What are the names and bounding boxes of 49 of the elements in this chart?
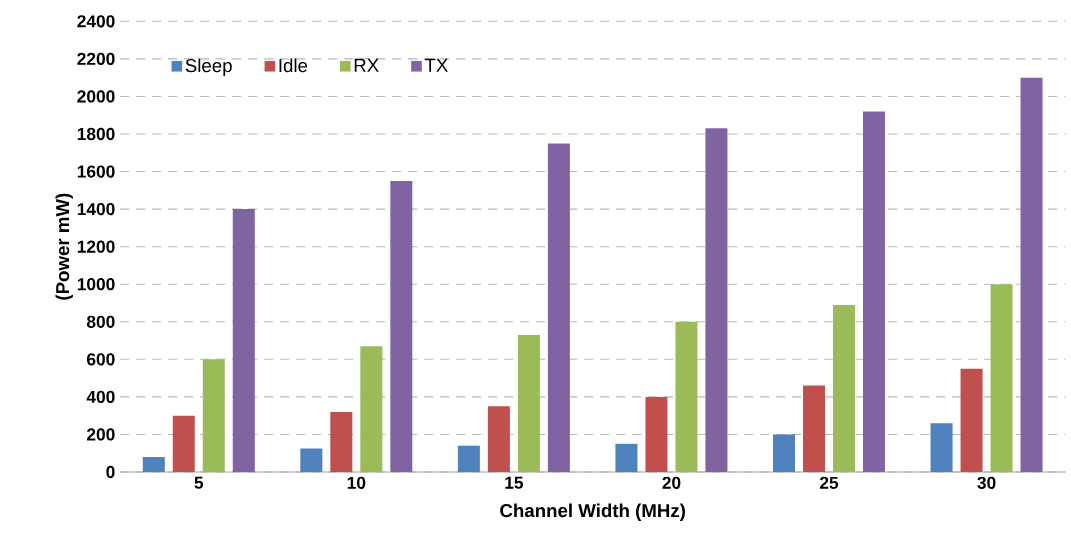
x-tick-label: 15 — [505, 476, 524, 489]
bar — [202, 359, 225, 472]
x-tick-label: 25 — [819, 476, 839, 489]
bar — [487, 406, 510, 472]
y-tick-label: 1800 — [77, 127, 115, 141]
bar — [517, 334, 540, 472]
bar — [360, 346, 383, 472]
y-tick-label: 1400 — [77, 202, 115, 216]
x-axis-title: Channel Width (MHz) — [500, 503, 685, 521]
y-tick-label: 2200 — [77, 52, 115, 66]
bar — [547, 143, 570, 472]
legend-label: RX — [354, 58, 379, 72]
bar — [863, 111, 885, 472]
bar — [803, 385, 825, 472]
bar — [615, 443, 638, 472]
y-tick-label: 0 — [106, 465, 115, 479]
y-axis-title: (Power mW) — [55, 193, 73, 300]
bar — [390, 180, 413, 472]
y-tick-label: 1200 — [77, 240, 115, 253]
bar — [990, 284, 1013, 472]
bar — [930, 423, 953, 472]
bar — [330, 411, 353, 472]
x-tick-label: 30 — [977, 476, 996, 489]
y-tick-label: 800 — [86, 315, 115, 328]
bar — [675, 321, 698, 472]
y-tick-label: 600 — [87, 353, 115, 366]
x-tick-label: 10 — [347, 476, 366, 489]
y-tick-label: 1600 — [77, 165, 115, 178]
bar — [172, 415, 195, 472]
y-tick-label: 1000 — [77, 278, 115, 291]
y-tick-label: 2000 — [77, 90, 115, 103]
y-tick-label: 200 — [86, 428, 115, 441]
bar — [457, 445, 480, 472]
bar — [1020, 77, 1043, 472]
bar — [833, 304, 855, 472]
legend-label: Sleep — [185, 58, 232, 76]
bar — [705, 128, 728, 472]
bar — [645, 396, 668, 472]
bar — [300, 448, 323, 472]
legend-label: Idle — [279, 58, 308, 73]
bar — [960, 368, 983, 472]
x-tick-label: 5 — [194, 476, 204, 489]
x-tick-label: 20 — [662, 476, 681, 489]
y-tick-label: 400 — [86, 390, 115, 404]
bar — [232, 209, 255, 472]
bar — [142, 456, 165, 472]
bar — [773, 434, 795, 472]
legend-label: TX — [424, 58, 448, 72]
y-tick-label: 2400 — [77, 15, 115, 28]
